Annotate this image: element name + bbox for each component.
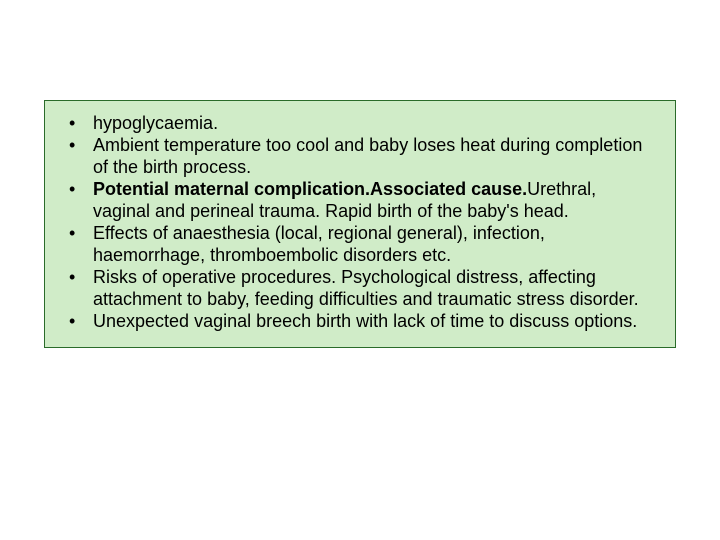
bullet-text: Effects of anaesthesia (local, regional … bbox=[93, 223, 545, 265]
list-item: Unexpected vaginal breech birth with lac… bbox=[63, 311, 657, 333]
bullet-bold: Potential maternal complication.Associat… bbox=[93, 179, 527, 199]
content-box: hypoglycaemia. Ambient temperature too c… bbox=[44, 100, 676, 348]
list-item: Ambient temperature too cool and baby lo… bbox=[63, 135, 657, 179]
bullet-text: Unexpected vaginal breech birth with lac… bbox=[93, 311, 637, 331]
list-item: Risks of operative procedures. Psycholog… bbox=[63, 267, 657, 311]
list-item: Effects of anaesthesia (local, regional … bbox=[63, 223, 657, 267]
bullet-text: hypoglycaemia. bbox=[93, 113, 218, 133]
bullet-text: Ambient temperature too cool and baby lo… bbox=[93, 135, 642, 177]
list-item: Potential maternal complication.Associat… bbox=[63, 179, 657, 223]
list-item: hypoglycaemia. bbox=[63, 113, 657, 135]
bullet-list: hypoglycaemia. Ambient temperature too c… bbox=[63, 113, 657, 333]
bullet-text: Risks of operative procedures. Psycholog… bbox=[93, 267, 639, 309]
